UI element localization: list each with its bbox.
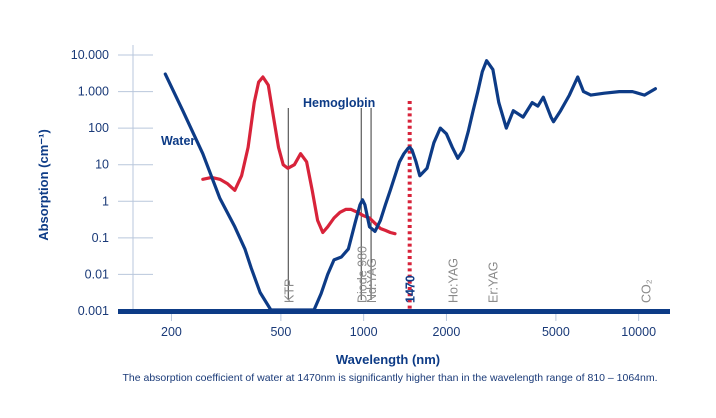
x-axis-title: Wavelength (nm) (336, 352, 440, 367)
marker-label-co-: CO₂ (640, 279, 654, 303)
y-tick-label: 1.000 (78, 85, 109, 99)
marker-label-ho-yag: Ho:YAG (446, 258, 460, 303)
marker-label-1470: 1470 (404, 275, 418, 303)
series-label-water: Water (161, 134, 195, 148)
marker-label-nd-yag: Nd:YAG (365, 258, 379, 303)
marker-label-ktp: KTP (282, 279, 296, 303)
marker-layer (287, 101, 412, 310)
chart-caption: The absorption coefficient of water at 1… (122, 372, 657, 384)
axis-layer (118, 45, 670, 321)
x-tick-label: 2000 (433, 325, 461, 339)
grid-layer (118, 54, 153, 275)
x-tick-label: 10000 (621, 325, 656, 339)
marker-label-diode-980: Diode 980 (355, 246, 369, 303)
series-label-hemoglobin: Hemoglobin (303, 96, 375, 110)
y-tick-label: 10.000 (71, 48, 109, 62)
x-tick-label: 1000 (350, 325, 378, 339)
y-axis-title: Absorption (cm⁻¹) (36, 129, 51, 241)
water-curve (163, 59, 657, 312)
label-layer: Absorption (cm⁻¹) Wavelength (nm) The ab… (36, 48, 658, 384)
y-tick-label: 100 (88, 121, 109, 135)
x-axis-bar (118, 309, 670, 314)
y-tick-label: 0.1 (92, 231, 109, 245)
x-tick-label: 5000 (542, 325, 570, 339)
marker-label-er-yag: Er:YAG (486, 262, 500, 303)
y-tick-label: 0.001 (78, 304, 109, 318)
series-layer (163, 59, 657, 312)
y-tick-label: 0.01 (85, 267, 109, 281)
y-tick-label: 1 (102, 194, 109, 208)
y-tick-label: 10 (95, 158, 109, 172)
x-tick-label: 200 (161, 325, 182, 339)
x-tick-label: 500 (270, 325, 291, 339)
